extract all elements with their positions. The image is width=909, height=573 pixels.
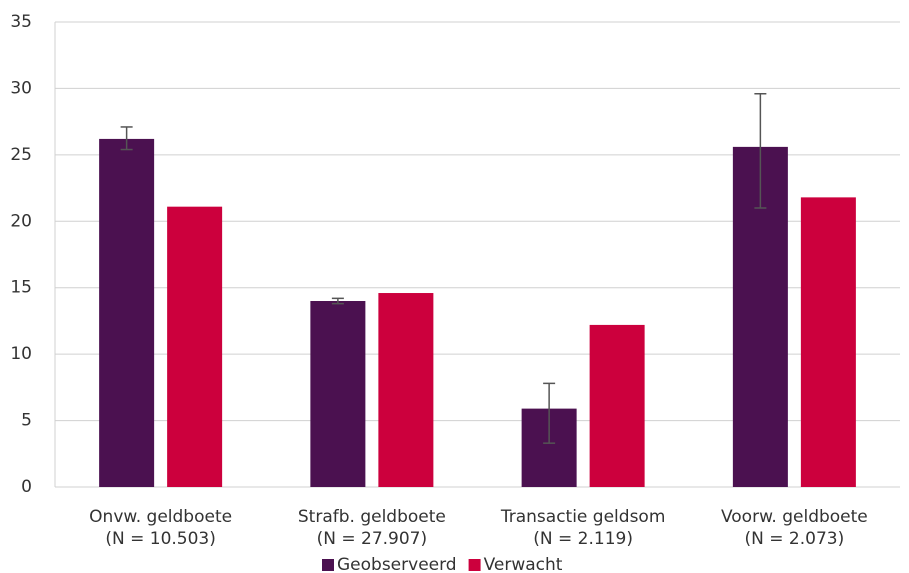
- y-tick-label: 20: [10, 211, 32, 231]
- legend-label: Geobserveerd: [337, 555, 457, 573]
- bar: [167, 206, 223, 487]
- error-bar: [543, 382, 556, 444]
- bar: [310, 301, 366, 487]
- bar: [589, 324, 645, 487]
- error-bar: [331, 297, 344, 305]
- y-tick-label: 0: [21, 477, 32, 497]
- y-tick-label: 35: [10, 12, 32, 32]
- error-bar: [120, 126, 133, 151]
- x-tick-label: Voorw. geldboete (N = 2.073): [721, 507, 868, 549]
- legend-swatch: [322, 559, 334, 571]
- x-tick-label: Transactie geldsom (N = 2.119): [500, 507, 666, 549]
- x-tick-label: Onvw. geldboete (N = 10.503): [89, 507, 232, 549]
- bar: [378, 293, 434, 487]
- x-tick-label: Strafb. geldboete (N = 27.907): [298, 507, 446, 549]
- legend-swatch: [468, 559, 481, 571]
- bar: [99, 138, 155, 487]
- y-tick-label: 30: [10, 78, 32, 98]
- error-bar: [754, 92, 767, 209]
- y-tick-label: 25: [10, 145, 32, 165]
- y-tick-label: 15: [10, 278, 32, 298]
- y-tick-label: 10: [10, 344, 32, 364]
- bar: [800, 197, 856, 487]
- y-tick-label: 5: [21, 411, 32, 431]
- legend-label: Verwacht: [484, 555, 563, 573]
